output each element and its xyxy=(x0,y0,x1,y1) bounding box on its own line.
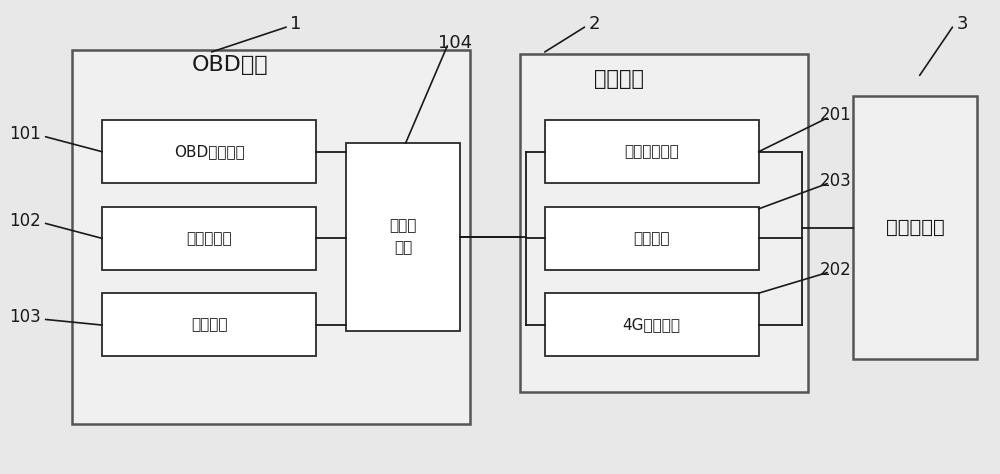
Text: 104: 104 xyxy=(438,34,472,52)
Bar xyxy=(346,143,460,331)
Text: 2: 2 xyxy=(589,15,600,33)
Text: 3: 3 xyxy=(957,15,968,33)
Text: 202: 202 xyxy=(820,261,852,279)
Bar xyxy=(545,293,759,356)
Text: 定位模块: 定位模块 xyxy=(191,317,227,332)
Bar xyxy=(545,207,759,270)
Text: 101: 101 xyxy=(9,125,41,143)
Text: 203: 203 xyxy=(820,172,852,190)
Bar xyxy=(545,120,759,183)
Text: 切换模块: 切换模块 xyxy=(633,231,670,246)
Text: 北斗通信单元: 北斗通信单元 xyxy=(624,144,679,159)
Bar xyxy=(520,55,808,392)
Text: 1: 1 xyxy=(290,15,302,33)
Text: 201: 201 xyxy=(820,106,852,124)
Bar xyxy=(102,120,316,183)
Text: OBD设备: OBD设备 xyxy=(192,55,268,75)
Text: 平台服务器: 平台服务器 xyxy=(886,218,945,237)
Text: OBD接口模块: OBD接口模块 xyxy=(174,144,244,159)
Text: 通信模块: 通信模块 xyxy=(594,69,644,90)
Bar xyxy=(102,207,316,270)
Bar xyxy=(853,97,977,359)
Text: 传感器模块: 传感器模块 xyxy=(186,231,232,246)
Text: 处理器
模块: 处理器 模块 xyxy=(389,219,417,255)
Text: 4G通信单元: 4G通信单元 xyxy=(623,317,681,332)
Bar xyxy=(102,293,316,356)
Text: 103: 103 xyxy=(9,308,41,326)
Bar xyxy=(72,50,470,424)
Text: 102: 102 xyxy=(9,211,41,229)
